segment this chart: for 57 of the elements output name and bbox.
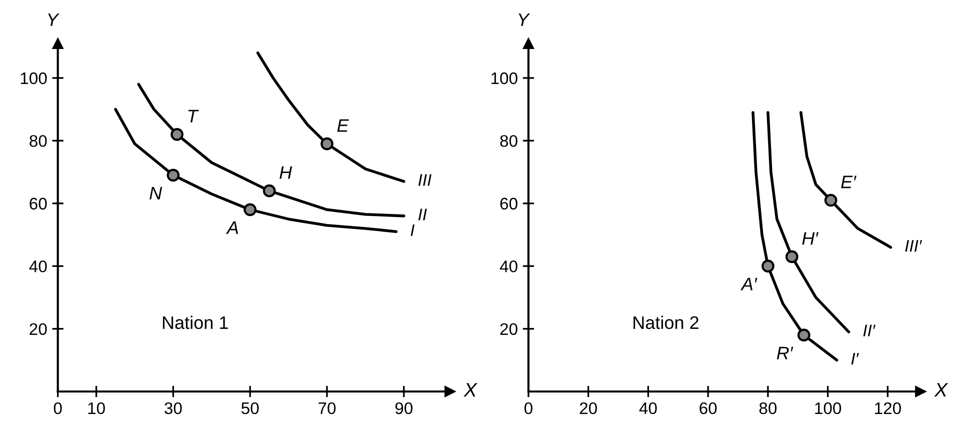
point [244, 203, 257, 216]
series-label: I [410, 224, 415, 236]
x-axis-title: X [464, 383, 478, 397]
y-tick-label: 40 [29, 260, 47, 272]
line-series [256, 52, 406, 183]
x-tick-label: 30 [164, 402, 182, 414]
point [785, 250, 798, 264]
y-tick-label: 100 [20, 72, 47, 84]
line-series [799, 111, 892, 249]
series-label: II′ [863, 324, 876, 336]
point [170, 128, 184, 141]
line-series [137, 82, 406, 218]
annotation: E′ [841, 176, 856, 188]
annotation: R′ [776, 346, 794, 360]
series-label: III [418, 174, 432, 186]
series-label: III′ [905, 240, 922, 252]
x-tick-label: 50 [241, 402, 259, 414]
y-tick-label: 60 [30, 198, 47, 210]
point [166, 168, 180, 182]
point [797, 328, 810, 342]
x-tick-label: 100 [815, 402, 842, 414]
y-tick-label: 20 [30, 323, 47, 335]
x-tick-label: 10 [88, 402, 105, 414]
y-axis-title: Y [518, 13, 530, 26]
annotation: Nation 1 [162, 316, 228, 330]
annotation: H′ [802, 232, 819, 245]
annotation: N [150, 186, 162, 200]
x-tick-label: 120 [875, 402, 901, 414]
y-axis-title: Y [48, 13, 60, 26]
x-tick-label: 80 [759, 402, 777, 414]
annotation: H [280, 166, 292, 179]
series-label: II [418, 208, 427, 220]
annotation: A [226, 221, 238, 234]
x-axis-title: X [934, 383, 948, 397]
point [762, 260, 774, 273]
annotation: Nation 2 [634, 316, 698, 330]
y-tick-label: 40 [500, 260, 518, 272]
x-tick-label: 90 [395, 402, 412, 414]
point [824, 194, 838, 207]
y-tick-label: 60 [500, 198, 518, 210]
y-tick-label: 80 [500, 135, 518, 147]
x-tick-label: 0 [524, 402, 532, 414]
x-tick-label: 20 [580, 402, 597, 414]
annotation: E [337, 119, 349, 132]
annotation: T [188, 110, 199, 122]
annotation: A′ [740, 278, 758, 290]
y-tick-label: 20 [500, 323, 518, 335]
point [262, 184, 276, 198]
x-tick-label: 0 [54, 402, 62, 414]
y-tick-label: 80 [30, 135, 47, 147]
y-tick-label: 100 [491, 72, 518, 84]
line-series [114, 108, 398, 233]
x-tick-label: 40 [639, 402, 657, 414]
point [320, 137, 334, 150]
series-label: I′ [851, 352, 859, 364]
x-tick-label: 60 [700, 402, 717, 414]
x-tick-label: 70 [318, 402, 336, 414]
